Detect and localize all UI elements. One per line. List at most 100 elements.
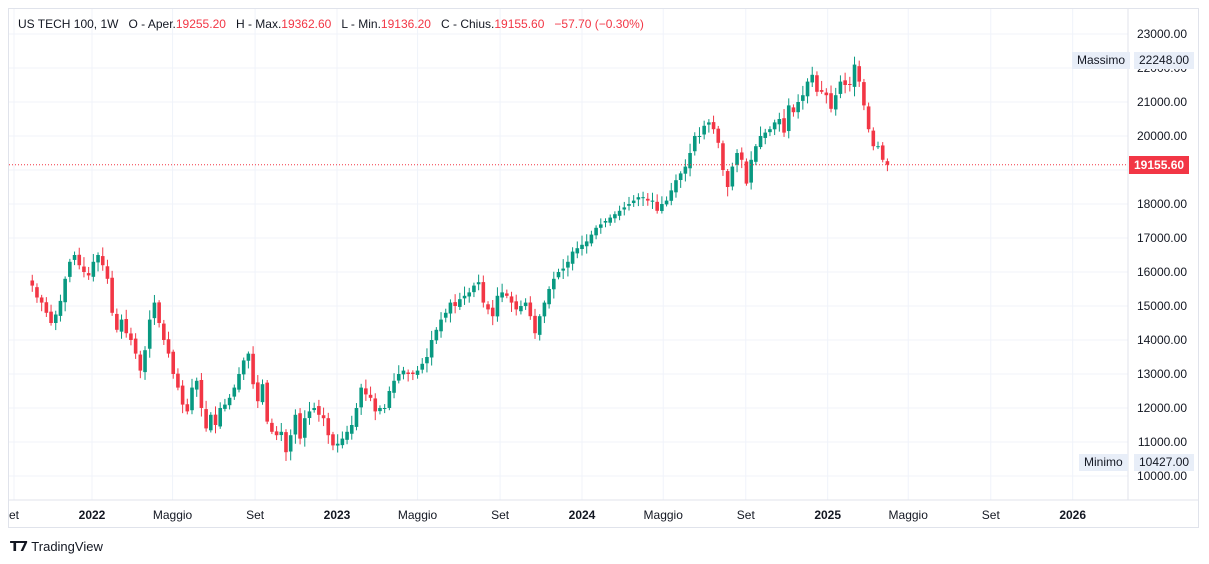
candle-body [669, 190, 674, 201]
x-tick-label: 2025 [814, 508, 841, 522]
y-tick-label: 14000.00 [1137, 333, 1187, 347]
candle-body [411, 372, 415, 374]
candle-body [486, 304, 490, 310]
candle-body [396, 374, 401, 381]
candle-body [321, 415, 326, 419]
candle-body [537, 316, 542, 335]
legend-high-value: 19362.60 [281, 17, 332, 31]
candle-body [744, 161, 749, 184]
candle-body [326, 418, 331, 436]
candle-body [556, 272, 561, 278]
candle-body [660, 204, 664, 211]
x-tick-label: Maggio [153, 508, 193, 522]
candle-body [157, 302, 161, 323]
candle-body [702, 125, 706, 135]
candle-body [725, 171, 730, 187]
candle-body [63, 278, 67, 303]
x-tick-label: et [9, 508, 20, 522]
legend-low-value: 19136.20 [380, 17, 431, 31]
chart-frame[interactable] [8, 8, 1199, 528]
candle-body [716, 128, 721, 143]
candle-body [711, 122, 716, 130]
x-tick-label: 2022 [79, 508, 106, 522]
candle-body [166, 339, 171, 354]
candle-body [317, 406, 321, 415]
y-tick-label: 15000.00 [1137, 299, 1187, 313]
tradingview-logo-icon: 𝗧𝟳 [10, 538, 28, 554]
candle-body [68, 261, 72, 277]
candle-body [312, 408, 316, 411]
candle-body [274, 431, 279, 436]
candle-body [96, 255, 100, 263]
x-tick-label: 2023 [324, 508, 351, 522]
candle-body [730, 166, 735, 187]
y-tick-label: 18000.00 [1137, 197, 1187, 211]
candle-body [115, 313, 119, 330]
candle-body [763, 132, 768, 138]
candle-body [509, 296, 514, 303]
candle-body [570, 251, 575, 264]
candle-body [768, 129, 772, 133]
max-label-tag: Massimo [1072, 52, 1131, 69]
y-tick-label: 21000.00 [1137, 95, 1187, 109]
candle-body [608, 217, 612, 223]
legend-open-label: O - Aper. [128, 17, 176, 31]
candle-body [589, 234, 594, 244]
candle-body [594, 227, 598, 236]
candle-body [110, 277, 114, 313]
candle-body [364, 388, 368, 395]
candle-body [260, 384, 265, 403]
candle-body [678, 173, 683, 180]
candle-body [223, 404, 227, 409]
candle-body [39, 297, 44, 303]
candle-body [885, 161, 890, 165]
candle-body [500, 292, 504, 298]
candle-body [824, 92, 829, 96]
candle-body [124, 319, 129, 334]
candle-body [133, 338, 138, 354]
candle-body [641, 197, 645, 199]
candle-body [171, 351, 176, 374]
candle-body [119, 319, 124, 332]
x-tick-label: Set [982, 508, 1001, 522]
x-tick-label: Set [246, 508, 265, 522]
candle-body [462, 295, 467, 299]
candle-body [829, 93, 833, 109]
min-value-tag: 10427.00 [1134, 454, 1195, 471]
candle-body [227, 397, 232, 406]
candle-body [833, 95, 838, 110]
candle-body [683, 166, 688, 174]
candle-body [801, 95, 805, 101]
candle-body [335, 443, 340, 446]
candle-body [786, 105, 791, 132]
legend-change-value: −57.70 (−0.30%) [554, 17, 644, 31]
legend-high-label: H - Max. [235, 17, 282, 31]
candle-body [754, 146, 758, 162]
candle-body [664, 200, 669, 205]
candle-body [448, 302, 453, 314]
candle-body [199, 379, 204, 408]
candle-body [241, 360, 246, 375]
y-tick-label: 16000.00 [1137, 265, 1187, 279]
candle-body [721, 143, 725, 170]
candle-body [796, 102, 800, 113]
candle-body [650, 200, 655, 202]
candle-body [848, 83, 852, 85]
candle-body [72, 255, 77, 260]
candle-body [688, 153, 692, 169]
y-tick-label: 12000.00 [1137, 401, 1187, 415]
candle-body [349, 425, 354, 434]
legend-close-value: 19155.60 [494, 17, 545, 31]
tradingview-footer[interactable]: 𝗧𝟳 TradingView [10, 538, 103, 555]
candle-body [307, 411, 312, 419]
candle-body [251, 353, 255, 385]
candle-body [542, 302, 547, 317]
last-price-tag: 19155.60 [1129, 156, 1190, 174]
candle-body [871, 130, 876, 147]
candle-body [105, 266, 110, 279]
candle-body [707, 122, 711, 125]
y-tick-label: 10000.00 [1137, 469, 1187, 483]
x-tick-label: Maggio [644, 508, 684, 522]
candle-body [584, 241, 589, 247]
